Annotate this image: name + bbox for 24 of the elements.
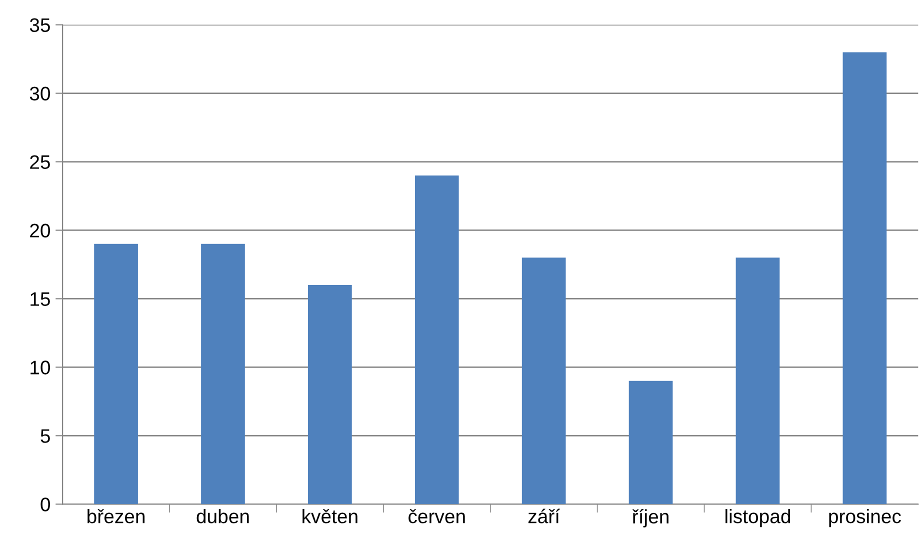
bar (628, 380, 673, 504)
bar (94, 244, 138, 504)
bar (308, 285, 352, 504)
y-tick-label: 35 (30, 18, 50, 32)
x-tick-label: červen (408, 508, 465, 524)
y-tick-label: 30 (30, 86, 50, 101)
bar (201, 244, 245, 504)
bar (842, 52, 887, 504)
x-tick-label: říjen (632, 509, 668, 528)
bar (736, 258, 780, 504)
x-tick-label: květen (302, 508, 358, 524)
y-tick-label: 20 (30, 224, 50, 238)
y-tick-label: 25 (30, 155, 50, 169)
y-tick-label: 15 (30, 292, 50, 306)
x-tick-label: listopad (726, 509, 790, 528)
x-tick-label: březen (88, 508, 145, 524)
y-tick-label: 5 (40, 429, 50, 443)
y-tick-label: 0 (40, 498, 50, 512)
y-tick-label: 10 (30, 360, 50, 374)
x-tick-label: září (528, 508, 560, 524)
x-tick-label: duben (196, 509, 249, 524)
bar (522, 258, 566, 504)
bar (414, 175, 459, 504)
x-tick-label: prosinec (829, 509, 901, 528)
